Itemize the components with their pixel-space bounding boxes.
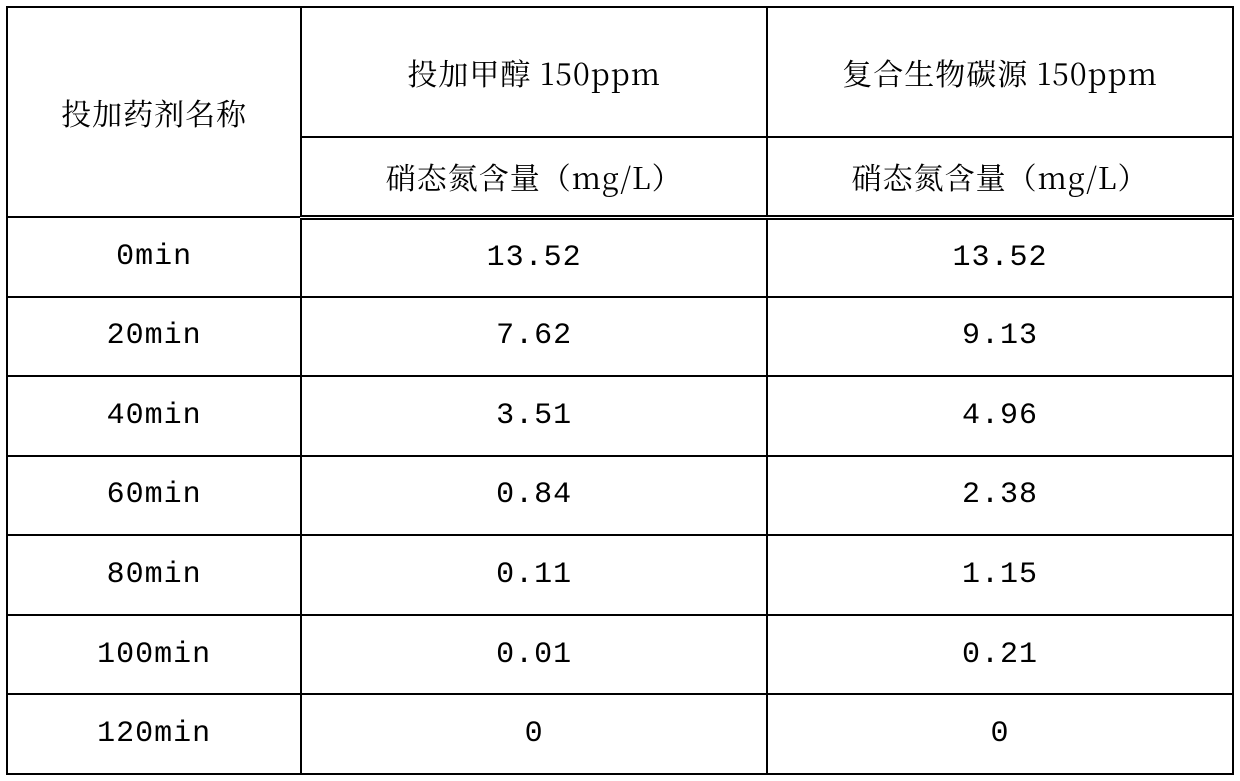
header-col-a-top: 投加甲醇 150ppm [301, 7, 767, 137]
cell-value-b: 4.96 [767, 376, 1233, 456]
cell-time: 60min [7, 456, 301, 536]
cell-value-b: 9.13 [767, 297, 1233, 377]
cell-value-b: 0.21 [767, 615, 1233, 695]
data-table: 投加药剂名称 投加甲醇 150ppm 复合生物碳源 150ppm 硝态氮含量（m… [6, 6, 1234, 775]
table-row: 60min 0.84 2.38 [7, 456, 1233, 536]
cell-time: 120min [7, 694, 301, 774]
table-row: 80min 0.11 1.15 [7, 535, 1233, 615]
cell-time: 0min [7, 217, 301, 297]
cell-value-b: 2.38 [767, 456, 1233, 536]
cell-value-b: 13.52 [767, 217, 1233, 297]
header-col-b-sub: 硝态氮含量（mg/L） [767, 137, 1233, 217]
cell-value-a: 0 [301, 694, 767, 774]
cell-value-a: 7.62 [301, 297, 767, 377]
table-container: 投加药剂名称 投加甲醇 150ppm 复合生物碳源 150ppm 硝态氮含量（m… [0, 0, 1240, 781]
table-row: 0min 13.52 13.52 [7, 217, 1233, 297]
cell-value-b: 1.15 [767, 535, 1233, 615]
cell-value-a: 0.01 [301, 615, 767, 695]
cell-time: 80min [7, 535, 301, 615]
cell-value-a: 0.11 [301, 535, 767, 615]
cell-time: 20min [7, 297, 301, 377]
header-col-b-top: 复合生物碳源 150ppm [767, 7, 1233, 137]
header-row-label: 投加药剂名称 [7, 7, 301, 217]
cell-value-a: 0.84 [301, 456, 767, 536]
cell-time: 100min [7, 615, 301, 695]
cell-value-a: 13.52 [301, 217, 767, 297]
cell-value-a: 3.51 [301, 376, 767, 456]
table-row: 20min 7.62 9.13 [7, 297, 1233, 377]
table-row: 120min 0 0 [7, 694, 1233, 774]
cell-time: 40min [7, 376, 301, 456]
cell-value-b: 0 [767, 694, 1233, 774]
header-col-a-sub: 硝态氮含量（mg/L） [301, 137, 767, 217]
table-row: 100min 0.01 0.21 [7, 615, 1233, 695]
table-row: 40min 3.51 4.96 [7, 376, 1233, 456]
